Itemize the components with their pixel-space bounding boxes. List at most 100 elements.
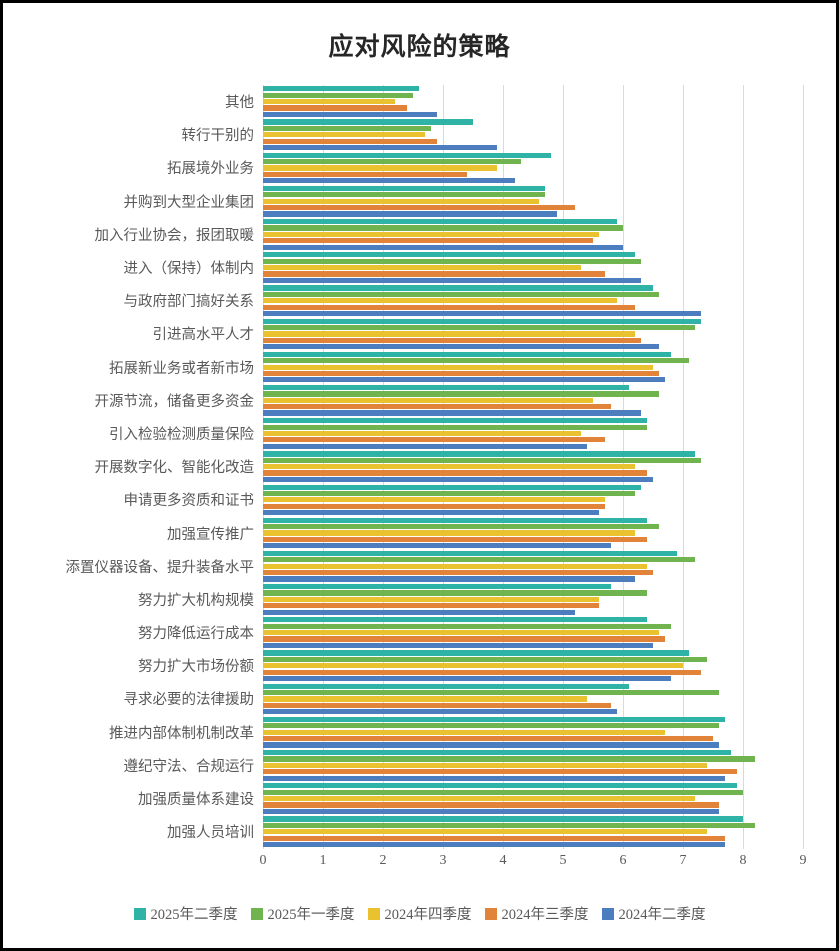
bar xyxy=(263,410,641,416)
bar xyxy=(263,570,653,576)
bar xyxy=(263,171,467,177)
bar xyxy=(263,808,719,814)
bar xyxy=(263,822,755,828)
bar xyxy=(263,536,647,542)
x-tick-label: 2 xyxy=(379,852,387,868)
bar xyxy=(263,663,683,669)
bar xyxy=(263,298,617,304)
bar xyxy=(263,418,647,424)
x-tick-label: 3 xyxy=(439,852,447,868)
plot-area xyxy=(263,85,804,849)
legend: 2025年二季度 2025年一季度 2024年四季度 2024年三季度 2024年二季度 xyxy=(3,903,836,924)
bar xyxy=(263,258,641,264)
bar-group xyxy=(263,616,803,649)
bar xyxy=(263,377,665,383)
bar xyxy=(263,310,701,317)
category-label: 转行干别的 xyxy=(181,128,255,145)
gridline xyxy=(683,85,684,849)
bar-group xyxy=(263,550,803,583)
bar xyxy=(263,590,647,596)
bar xyxy=(263,497,605,503)
category-label: 拓展新业务或者新市场 xyxy=(109,360,254,377)
bar xyxy=(263,769,737,775)
bar xyxy=(263,530,635,536)
legend-swatch-icon xyxy=(250,907,263,920)
legend-item: 2025年一季度 xyxy=(250,903,355,924)
category-label: 努力降低运行成本 xyxy=(138,626,254,643)
category-label: 申请更多资质和证书 xyxy=(123,493,255,510)
legend-swatch-icon xyxy=(601,907,614,920)
bar xyxy=(263,238,593,244)
bar xyxy=(263,105,407,111)
gridline xyxy=(803,85,804,849)
bar xyxy=(263,404,611,410)
bar xyxy=(263,723,719,729)
x-tick-label: 7 xyxy=(679,852,687,868)
bar-group xyxy=(263,185,803,218)
bar xyxy=(263,762,707,768)
bar xyxy=(263,457,701,463)
bar xyxy=(263,729,665,735)
bar-group xyxy=(263,417,803,450)
bar xyxy=(263,716,725,722)
bar xyxy=(263,563,647,569)
bar xyxy=(263,92,413,98)
legend-item: 2024年四季度 xyxy=(367,903,472,924)
bar xyxy=(263,709,617,715)
bar xyxy=(263,192,545,198)
bar xyxy=(263,596,599,602)
legend-swatch-icon xyxy=(133,907,146,920)
x-axis: 0 1 2 3 4 5 6 7 8 9 xyxy=(260,852,807,879)
bar xyxy=(263,244,623,250)
bar xyxy=(263,576,635,582)
category-label: 开源节流，储备更多资金 xyxy=(94,393,255,410)
bar-group xyxy=(263,749,803,782)
bar xyxy=(263,636,665,642)
bar xyxy=(263,656,707,662)
bar xyxy=(263,829,707,835)
bar xyxy=(263,675,671,682)
bar xyxy=(263,550,677,557)
bar xyxy=(263,144,497,151)
bar xyxy=(263,783,737,789)
bar xyxy=(263,696,587,702)
bar-group xyxy=(263,151,803,184)
category-label: 开展数字化、智能化改造 xyxy=(94,460,255,477)
bar xyxy=(263,617,647,623)
legend-label: 2024年四季度 xyxy=(384,907,472,923)
bar-group xyxy=(263,716,803,749)
bar xyxy=(263,742,719,748)
bar xyxy=(263,430,581,437)
bar-group xyxy=(263,450,803,483)
bar xyxy=(263,524,659,530)
bar xyxy=(263,370,659,377)
bar xyxy=(263,152,551,158)
bar xyxy=(263,204,575,211)
category-label: 引进高水平人才 xyxy=(152,327,255,344)
bar xyxy=(263,344,659,350)
category-label: 加入行业协会，报团取暖 xyxy=(94,227,255,244)
category-label: 并购到大型企业集团 xyxy=(123,194,255,211)
legend-label: 2025年二季度 xyxy=(150,907,238,923)
legend-label: 2024年三季度 xyxy=(501,907,589,923)
bar xyxy=(263,324,695,331)
bar xyxy=(263,304,635,310)
category-label: 拓展境外业务 xyxy=(167,161,254,178)
bar xyxy=(263,318,701,324)
category-labels: 其他 转行干别的 拓展境外业务 并购到大型企业集团 加入行业协会，报团取暖 进入（保持）体… xyxy=(5,85,263,879)
bar xyxy=(263,484,641,490)
chart-title: 应对风险的策略 xyxy=(328,34,511,61)
bar xyxy=(263,178,515,184)
bar-group xyxy=(263,815,803,848)
bar-group xyxy=(263,583,803,616)
bar xyxy=(263,397,593,403)
bar xyxy=(263,543,611,549)
bar xyxy=(263,775,725,781)
category-label: 遵纪守法、合规运行 xyxy=(123,758,255,775)
bar xyxy=(263,125,431,131)
bar xyxy=(263,211,557,217)
bar xyxy=(263,285,653,291)
bar xyxy=(263,277,641,283)
bar-group xyxy=(263,118,803,151)
